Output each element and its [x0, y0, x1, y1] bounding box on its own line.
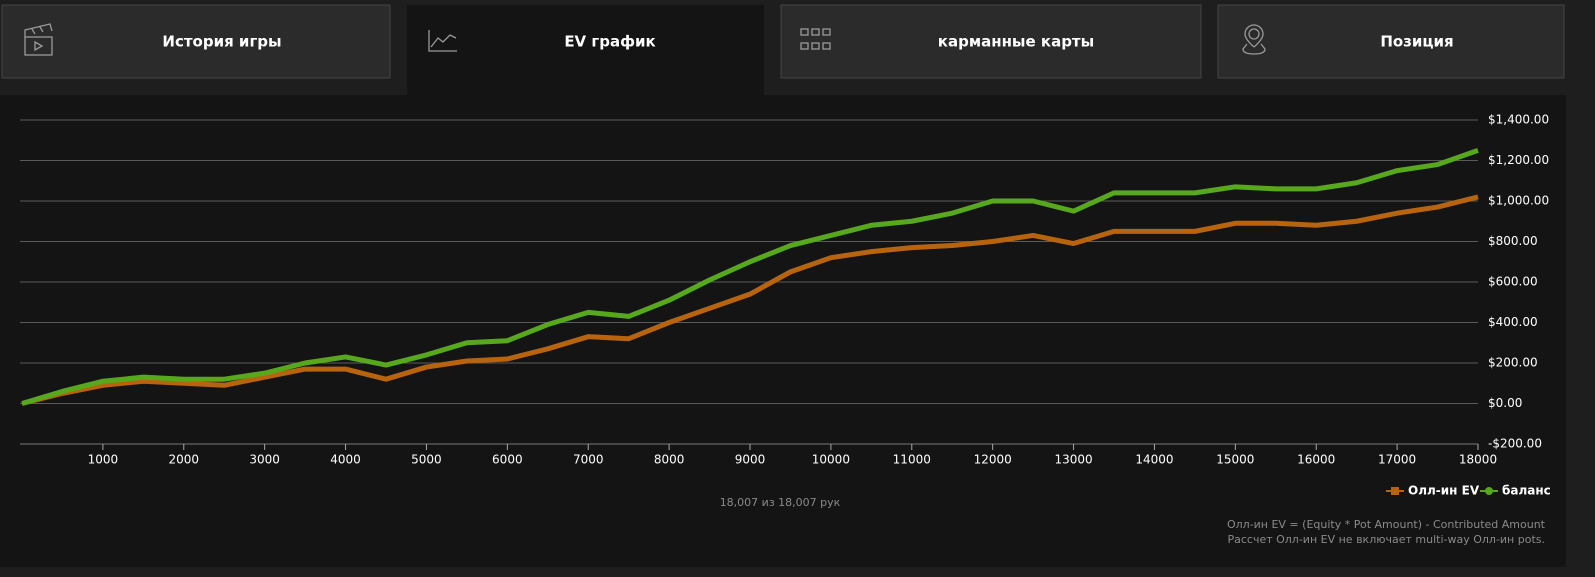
tab-label: Позиция [1380, 33, 1453, 51]
hand-count: 18,007 из 18,007 рук [720, 496, 841, 509]
series-line [21, 148, 1479, 406]
x-tick-label: 1000 [88, 453, 119, 467]
y-tick-label: $600.00 [1488, 275, 1538, 289]
x-tick-label: 14000 [1135, 453, 1173, 467]
tab-label: История игры [162, 33, 281, 51]
note: Рассчет Олл-ин EV не включает multi-way … [1227, 533, 1545, 546]
legend-swatch [1485, 487, 1493, 495]
legend-label: Олл-ин EV [1408, 484, 1480, 498]
tab[interactable]: карманные карты [780, 4, 1202, 79]
y-tick-label: $0.00 [1488, 396, 1522, 410]
x-tick-label: 8000 [654, 453, 685, 467]
x-tick-label: 18000 [1459, 453, 1497, 467]
tab-icon [800, 28, 831, 50]
note: Олл-ин EV = (Equity * Pot Amount) - Cont… [1227, 518, 1546, 531]
x-tick-label: 3000 [249, 453, 280, 467]
x-tick-label: 15000 [1216, 453, 1254, 467]
x-tick-label: 6000 [492, 453, 523, 467]
x-tick-label: 4000 [330, 453, 361, 467]
tab-label: карманные карты [938, 33, 1094, 51]
series-line [21, 194, 1479, 406]
y-tick-label: $1,200.00 [1488, 153, 1549, 167]
y-tick-label: $800.00 [1488, 234, 1538, 248]
y-tick-label: $1,000.00 [1488, 194, 1549, 208]
x-tick-label: 10000 [812, 453, 850, 467]
y-tick-label: $200.00 [1488, 356, 1538, 370]
y-tick-label: -$200.00 [1488, 437, 1542, 451]
tab[interactable]: EV график [407, 5, 764, 95]
tab-icon [24, 23, 53, 56]
tab-label: EV график [564, 33, 655, 51]
y-tick-label: $1,400.00 [1488, 113, 1549, 127]
tab-box [780, 4, 1202, 79]
y-tick-label: $400.00 [1488, 315, 1538, 329]
x-tick-label: 9000 [735, 453, 766, 467]
x-tick-label: 7000 [573, 453, 604, 467]
x-tick-label: 17000 [1378, 453, 1416, 467]
tab-box [1, 4, 391, 79]
chart-panel [0, 95, 1566, 567]
tab[interactable]: История игры [1, 4, 391, 79]
x-tick-label: 16000 [1297, 453, 1335, 467]
x-tick-label: 11000 [893, 453, 931, 467]
x-tick-label: 5000 [411, 453, 442, 467]
tab-icon [1242, 24, 1266, 55]
x-tick-label: 12000 [974, 453, 1012, 467]
tab-box [407, 5, 764, 95]
tab-icon [428, 30, 457, 52]
x-tick-label: 2000 [169, 453, 200, 467]
tab[interactable]: Позиция [1217, 4, 1565, 79]
x-tick-label: 13000 [1054, 453, 1092, 467]
legend-label: баланс [1502, 484, 1551, 498]
legend-swatch [1391, 487, 1399, 495]
tab-box [1217, 4, 1565, 79]
